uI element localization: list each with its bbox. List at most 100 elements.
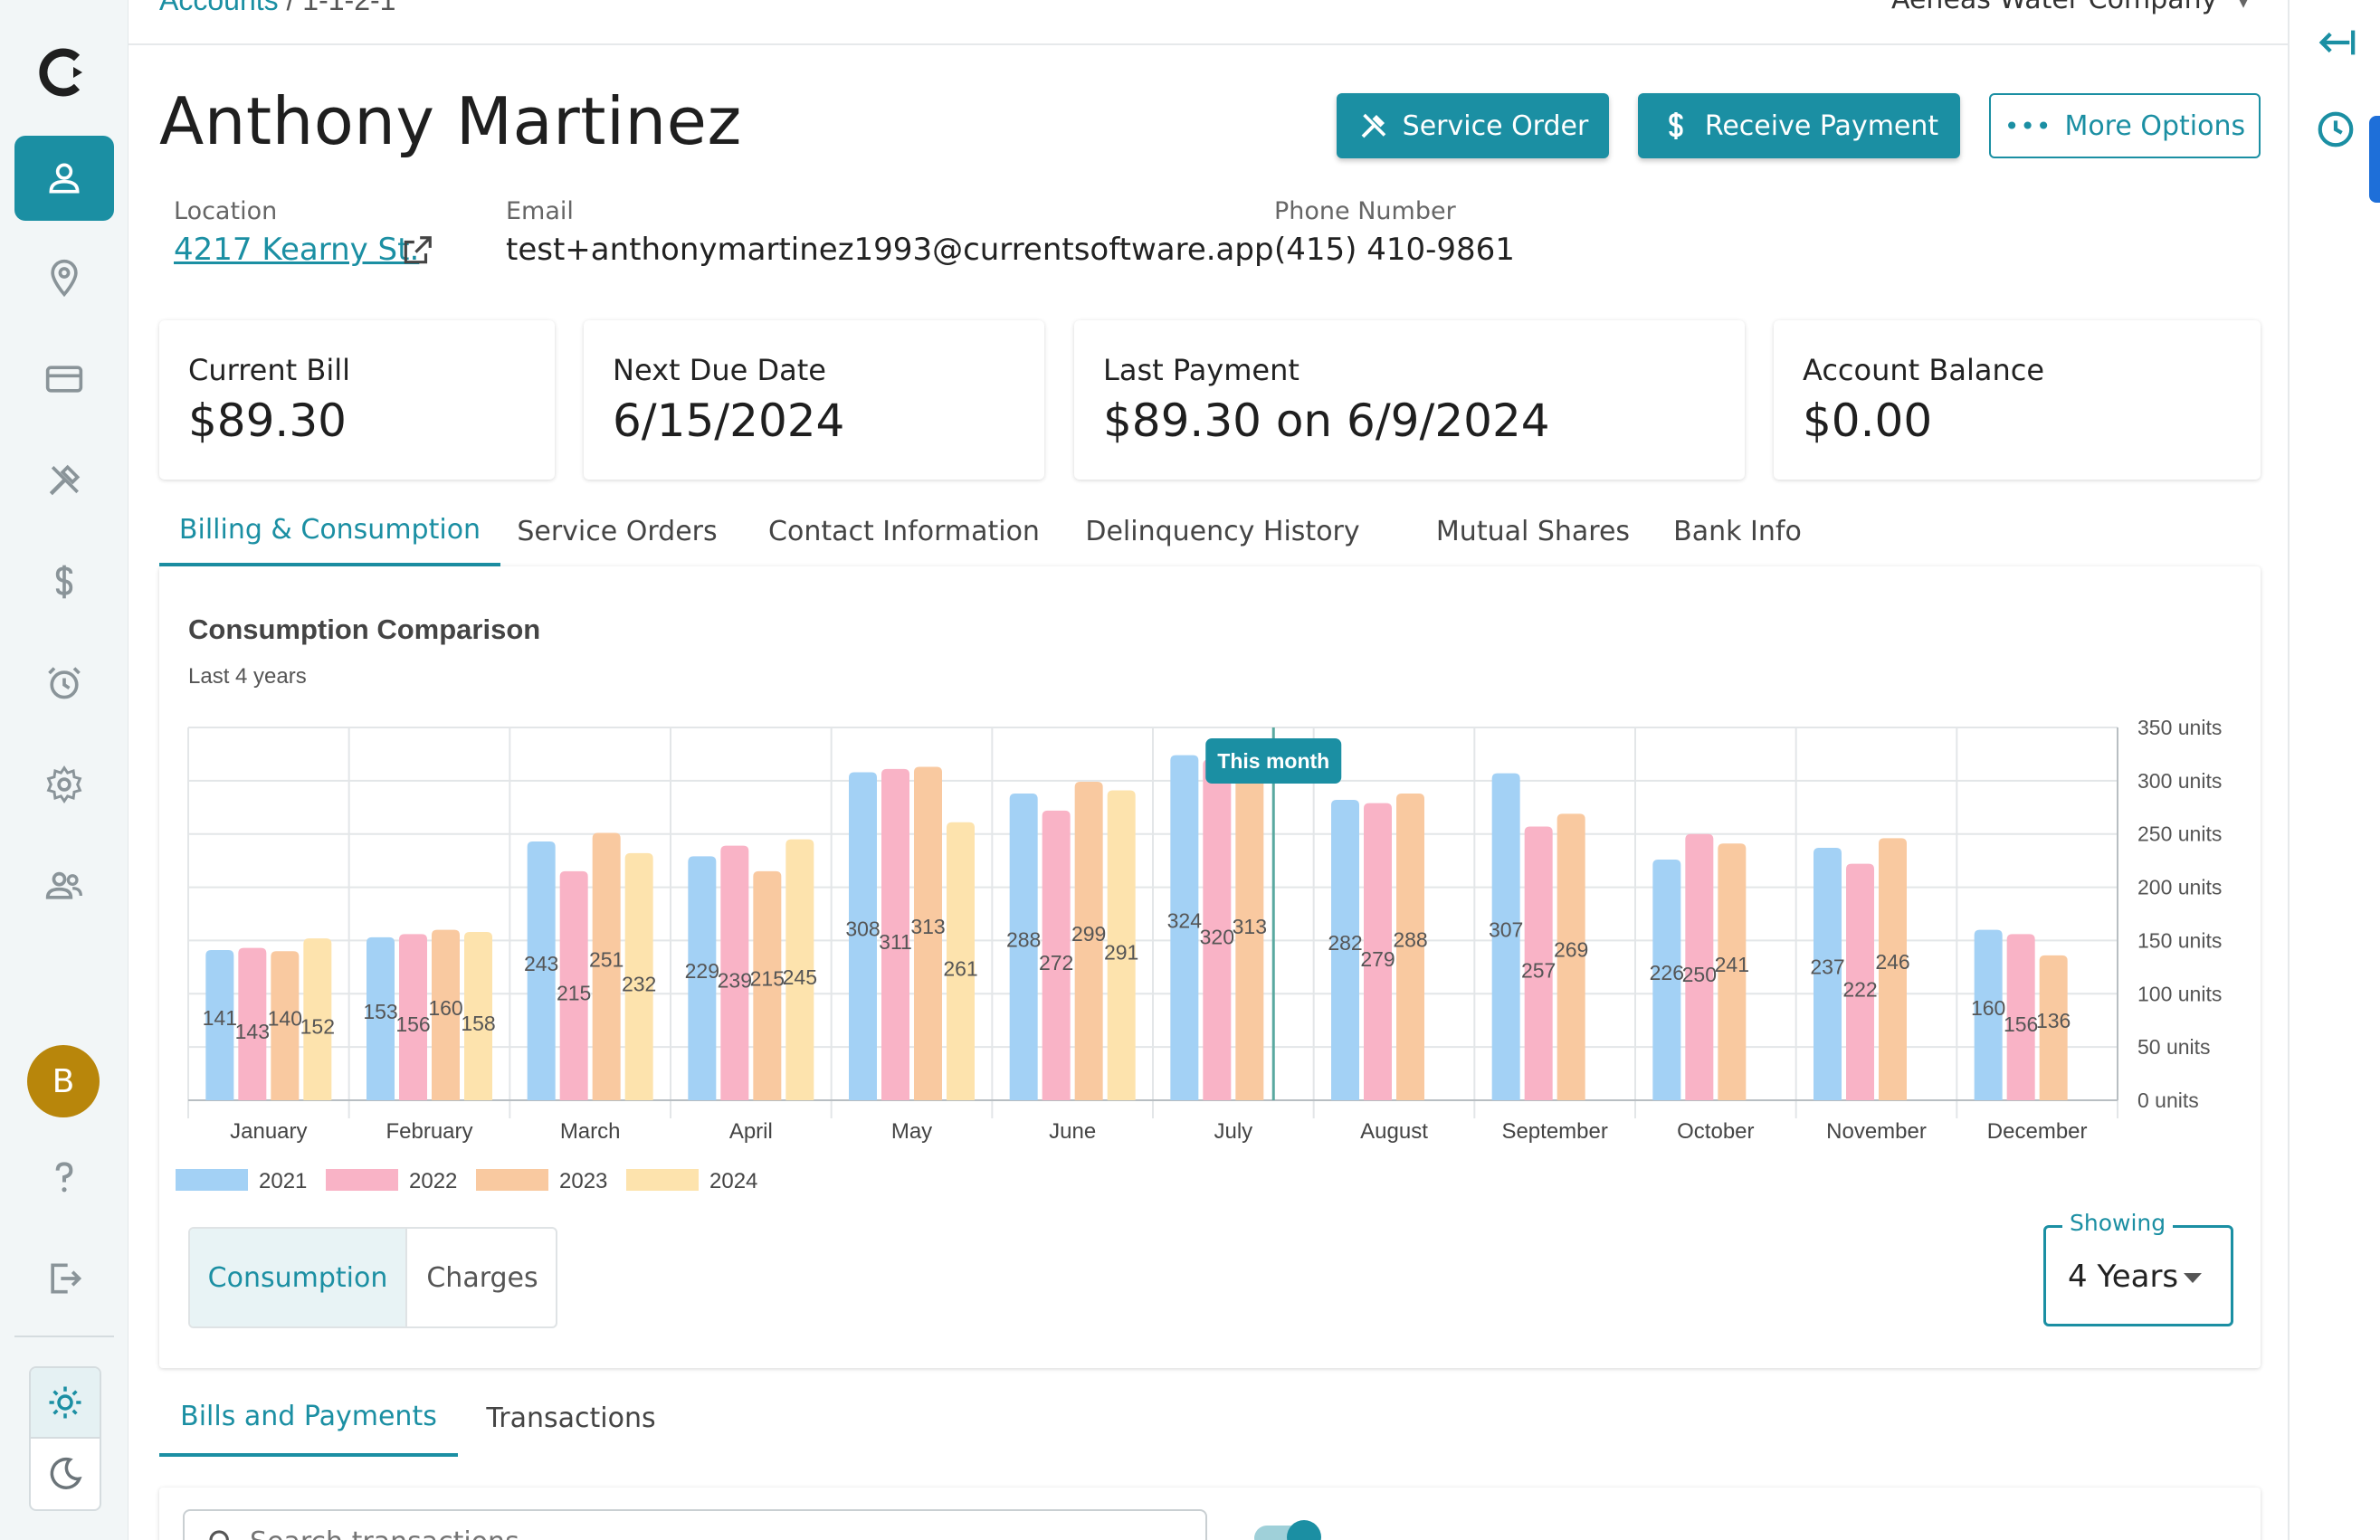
search-field[interactable] <box>183 1509 1207 1540</box>
more-options-button[interactable]: ••• More Options <box>1989 93 2261 158</box>
x-tick-label: October <box>1677 1119 1754 1144</box>
data-label: 226 <box>1650 961 1684 984</box>
more-options-label: More Options <box>2064 109 2246 142</box>
bar <box>1879 838 1907 1100</box>
sidebar-item-settings[interactable] <box>14 742 114 827</box>
x-tick-label: August <box>1360 1119 1428 1144</box>
sidebar-item-locations[interactable] <box>14 235 114 320</box>
data-label: 324 <box>1167 908 1203 932</box>
charges-toggle-button[interactable]: Charges <box>426 1261 538 1294</box>
sidebar-item-schedule[interactable] <box>14 641 114 726</box>
x-tick-label: September <box>1501 1119 1607 1144</box>
showing-select[interactable]: Showing 4 Years <box>2043 1210 2233 1326</box>
data-label: 229 <box>685 959 719 983</box>
tab-delinquency-history[interactable]: Delinquency History <box>1085 515 1360 547</box>
consumption-toggle-button[interactable]: Consumption <box>190 1229 407 1326</box>
sidebar-item-billing[interactable] <box>14 337 114 422</box>
history-icon[interactable] <box>2315 109 2356 150</box>
service-order-button[interactable]: Service Order <box>1337 93 1609 158</box>
right-rail <box>2288 0 2380 1540</box>
bar <box>1974 929 2003 1100</box>
light-mode-button[interactable] <box>31 1368 100 1439</box>
bar <box>1107 790 1136 1100</box>
sidebar-item-help[interactable] <box>14 1135 114 1220</box>
bar <box>688 856 717 1100</box>
consumption-chart: 0 units 50 units 100 units 150 units 200 uni… <box>176 716 2222 1193</box>
bar <box>1364 803 1392 1100</box>
sidebar-item-users[interactable] <box>14 843 114 928</box>
sidebar-item-service-orders[interactable] <box>14 438 114 523</box>
data-label: 299 <box>1071 922 1106 946</box>
data-label: 241 <box>1715 953 1749 976</box>
switch-knob <box>1287 1520 1321 1540</box>
data-label: 279 <box>1360 947 1395 971</box>
email-value: test+anthonymartinez1993@currentsoftware… <box>506 232 1274 268</box>
search-input[interactable] <box>250 1524 1191 1540</box>
tab-contact-information[interactable]: Contact Information <box>768 515 1040 547</box>
y-tick-label: 200 units <box>2137 876 2222 899</box>
side-panel-handle[interactable] <box>2369 116 2380 203</box>
bar <box>1170 755 1199 1100</box>
collapse-panel-icon[interactable] <box>2315 22 2356 63</box>
external-link-icon[interactable] <box>400 233 434 268</box>
bar <box>1491 773 1520 1100</box>
bar <box>2006 934 2035 1100</box>
data-label: 246 <box>1875 950 1909 974</box>
data-label: 140 <box>268 1007 302 1031</box>
toggle-switch[interactable] <box>1254 1520 1321 1540</box>
tab-billing-consumption[interactable]: Billing & Consumption <box>159 496 500 566</box>
data-label: 156 <box>395 1012 430 1036</box>
bar <box>527 841 556 1100</box>
sidebar-item-logout[interactable] <box>14 1236 114 1321</box>
data-label: 215 <box>750 966 785 990</box>
data-label: 282 <box>1328 931 1362 955</box>
data-label: 243 <box>524 952 558 975</box>
dark-mode-button[interactable] <box>31 1439 100 1509</box>
company-selector[interactable]: Aeneas Water Company ▾ <box>1891 0 2248 15</box>
x-tick-label: November <box>1826 1119 1927 1144</box>
x-tick-label: July <box>1214 1119 1252 1144</box>
bar <box>947 822 975 1100</box>
data-label: 288 <box>1393 927 1427 951</box>
card-value: $89.30 <box>188 395 347 447</box>
card-value: $0.00 <box>1803 395 1933 447</box>
card-value: 6/15/2024 <box>613 395 845 447</box>
x-tick-label: December <box>1987 1119 2088 1144</box>
bar <box>1042 810 1071 1100</box>
tab-bills-and-payments[interactable]: Bills and Payments <box>159 1379 458 1457</box>
tools-icon <box>49 464 81 496</box>
tab-service-orders[interactable]: Service Orders <box>517 515 718 547</box>
sidebar-item-accounts[interactable] <box>14 136 114 221</box>
breadcrumb-separator: / <box>286 0 295 16</box>
legend-swatch <box>326 1169 398 1191</box>
bar <box>753 870 782 1100</box>
sidebar-item-payments[interactable] <box>14 539 114 624</box>
bar <box>720 845 749 1100</box>
tools-icon <box>1361 113 1385 138</box>
tab-mutual-shares[interactable]: Mutual Shares <box>1435 515 1631 547</box>
logout-icon <box>51 1263 82 1294</box>
sun-icon <box>49 1386 81 1419</box>
bar <box>399 934 427 1100</box>
app-logo-icon[interactable] <box>37 45 91 100</box>
tab-transactions[interactable]: Transactions <box>486 1402 656 1434</box>
data-label: 143 <box>235 1020 270 1043</box>
tab-bank-info[interactable]: Bank Info <box>1673 515 1802 547</box>
dollar-icon <box>1669 112 1683 139</box>
bar <box>1846 863 1874 1100</box>
bar <box>849 772 877 1100</box>
credit-card-icon <box>45 366 83 393</box>
legend-swatch <box>626 1169 699 1191</box>
receive-payment-button[interactable]: Receive Payment <box>1638 93 1960 158</box>
breadcrumb-accounts-link[interactable]: Accounts <box>159 0 279 16</box>
bar <box>785 839 814 1100</box>
y-tick-label: 250 units <box>2137 822 2222 846</box>
card-label: Last Payment <box>1103 353 1299 387</box>
card-value: $89.30 on 6/9/2024 <box>1103 395 1550 447</box>
data-label: 239 <box>718 968 752 992</box>
location-link[interactable]: 4217 Kearny St. <box>174 232 420 268</box>
alarm-clock-icon <box>48 667 81 699</box>
next-due-date-card: Next Due Date 6/15/2024 <box>584 320 1044 480</box>
user-avatar[interactable]: B <box>27 1045 100 1117</box>
data-label: 251 <box>589 947 624 971</box>
